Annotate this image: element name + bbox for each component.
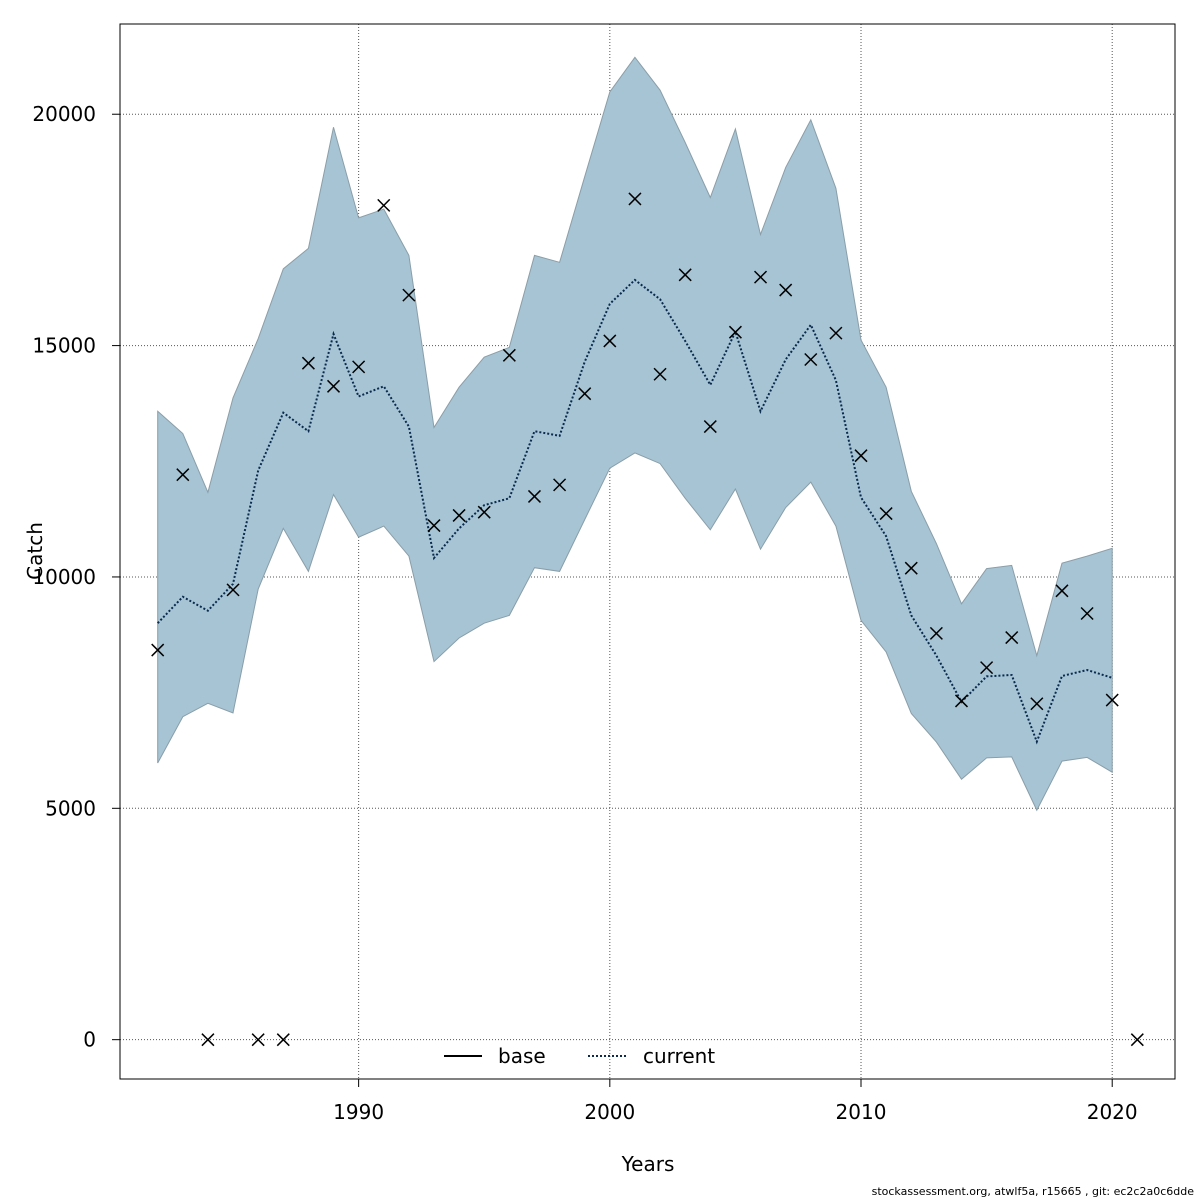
observed-point <box>578 387 592 401</box>
observed-point <box>251 1033 265 1047</box>
observed-point <box>427 519 441 533</box>
y-tick-label: 10000 <box>32 565 96 589</box>
observed-point <box>929 626 943 640</box>
x-tick-label: 2020 <box>1087 1100 1138 1124</box>
observed-point <box>678 268 692 282</box>
observed-point <box>854 449 868 463</box>
observed-point <box>553 478 567 492</box>
observed-point <box>829 326 843 340</box>
legend-current-label: current <box>643 1044 715 1068</box>
confidence-band <box>157 56 1113 812</box>
series-line-current <box>156 278 1113 745</box>
observed-point <box>653 367 667 381</box>
x-axis-title: Years <box>621 1152 675 1176</box>
series-lines <box>156 278 1113 745</box>
x-axis-ticks: 1990 2000 2010 2020 <box>333 1079 1138 1124</box>
footer-credit: stockassessment.org, atwlf5a, r15665 , g… <box>871 1185 1194 1198</box>
observed-point <box>326 379 341 393</box>
observed-point <box>502 348 516 362</box>
x-tick-label: 2010 <box>836 1100 887 1124</box>
observed-point <box>1030 697 1044 711</box>
observed-point <box>1005 631 1019 645</box>
observed-point <box>452 508 466 522</box>
legend: base current <box>444 1044 715 1068</box>
observed-point <box>603 334 617 348</box>
observed-point <box>904 561 918 575</box>
x-tick-label: 1990 <box>333 1100 384 1124</box>
y-tick-label: 20000 <box>32 102 96 126</box>
observed-point <box>703 420 717 434</box>
observed-point <box>352 360 366 374</box>
y-tick-label: 0 <box>83 1028 96 1052</box>
confidence-band-area <box>157 56 1113 812</box>
y-axis-ticks: 0 5000 10000 15000 20000 <box>32 102 120 1052</box>
x-tick-label: 2000 <box>584 1100 635 1124</box>
observed-point <box>728 325 742 339</box>
observed-point <box>804 352 818 367</box>
observed-point <box>1080 606 1094 621</box>
observed-point <box>628 192 642 206</box>
observed-point <box>402 288 416 302</box>
observed-point <box>754 270 768 284</box>
observed-point <box>377 198 391 212</box>
y-axis-title: Catch <box>23 522 47 580</box>
observed-point <box>301 356 315 370</box>
plot-frame <box>119 23 1176 1080</box>
observed-point <box>954 694 969 708</box>
observed-point <box>201 1033 215 1047</box>
observed-point <box>980 661 994 675</box>
observed-point <box>1130 1033 1144 1047</box>
observed-point <box>527 489 541 503</box>
observed-point <box>779 283 793 297</box>
y-tick-label: 5000 <box>45 796 96 820</box>
observed-point <box>151 643 165 657</box>
observed-point <box>879 507 893 521</box>
y-tick-label: 15000 <box>32 334 96 358</box>
observed-point <box>1055 584 1069 598</box>
observed-point <box>226 583 240 597</box>
legend-base-label: base <box>498 1044 546 1068</box>
observed-point <box>276 1033 290 1047</box>
observed-point <box>477 505 491 519</box>
observed-point <box>176 468 190 482</box>
observed-markers <box>151 192 1144 1047</box>
observed-point <box>1105 693 1119 707</box>
